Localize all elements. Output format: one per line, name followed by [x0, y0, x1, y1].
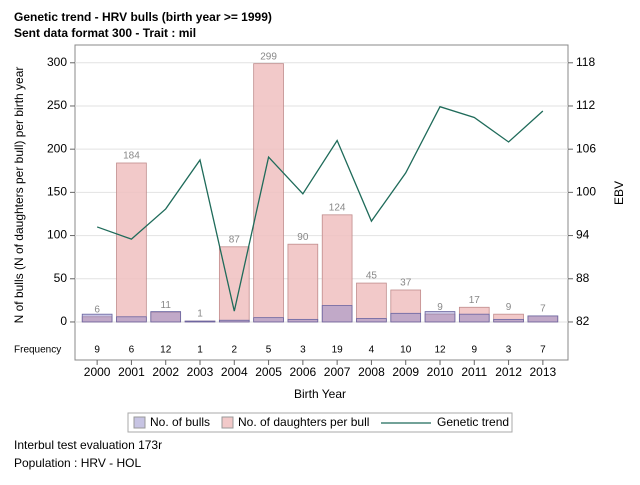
- x-tick-label: 2000: [84, 365, 111, 379]
- value-label: 299: [260, 51, 277, 62]
- bulls-bar: [287, 318, 319, 323]
- y-tick-label: 150: [47, 185, 67, 199]
- legend-swatch: [133, 416, 146, 429]
- bulls-bar: [81, 313, 113, 323]
- legend-frame: [127, 412, 513, 433]
- legend-label: No. of bulls: [150, 415, 210, 429]
- x-tick-label: 2009: [392, 365, 419, 379]
- legend-label: Genetic trend: [437, 415, 509, 429]
- y-tick-label: 200: [47, 141, 67, 155]
- value-label: 1: [197, 309, 203, 320]
- y-tick-label: 300: [47, 55, 67, 69]
- frequency-value: 12: [160, 345, 172, 356]
- legend-label: No. of daughters per bull: [238, 415, 369, 429]
- bulls-bar: [150, 311, 182, 323]
- bulls-bar: [493, 318, 524, 323]
- trend-line: [96, 105, 544, 312]
- note: Population : HRV - HOL: [14, 456, 141, 470]
- value-label: 87: [229, 234, 241, 245]
- y-axis-label: N of bulls (N of daughters per bull) per…: [12, 67, 26, 324]
- daughters-bar: [116, 162, 147, 323]
- x-tick-label: 2013: [530, 365, 557, 379]
- x-tick-label: 2011: [461, 365, 487, 379]
- y2-tick-label: 118: [576, 55, 595, 69]
- daughters-bar: [321, 214, 353, 323]
- daughters-bar: [287, 243, 319, 323]
- legend-swatch: [221, 416, 234, 429]
- chart-subtitle: Sent data format 300 - Trait : mil: [14, 26, 196, 40]
- x-tick-label: 2001: [118, 365, 145, 379]
- value-label: 184: [123, 151, 140, 162]
- frequency-value: 12: [434, 345, 446, 356]
- daughters-bar: [356, 282, 387, 323]
- bulls-bar: [390, 312, 422, 323]
- frequency-value: 9: [472, 345, 478, 356]
- bulls-bar: [321, 305, 353, 323]
- x-axis-label: Birth Year: [294, 387, 346, 401]
- x-tick-label: 2007: [324, 365, 351, 379]
- frequency-value: 9: [94, 345, 100, 356]
- frequency-value: 6: [129, 345, 135, 356]
- y2-tick-label: 106: [576, 141, 596, 155]
- value-label: 37: [400, 278, 412, 289]
- frequency-value: 3: [300, 345, 306, 356]
- note: Interbul test evaluation 173r: [14, 438, 162, 452]
- value-label: 7: [540, 304, 546, 315]
- bulls-bar: [527, 315, 559, 323]
- y2-tick-label: 112: [576, 98, 595, 112]
- value-label: 90: [297, 232, 309, 243]
- value-label: 17: [469, 295, 481, 306]
- bulls-bar: [116, 316, 147, 323]
- bulls-bar: [356, 318, 387, 323]
- y-tick-label: 250: [47, 98, 67, 112]
- value-label: 9: [437, 302, 443, 313]
- y-tick-label: 50: [54, 271, 68, 285]
- frequency-value: 1: [197, 345, 203, 356]
- x-tick-label: 2002: [152, 365, 179, 379]
- chart-title: Genetic trend - HRV bulls (birth year >=…: [14, 10, 272, 24]
- frequency-value: 4: [369, 345, 375, 356]
- y-tick-label: 100: [47, 228, 67, 242]
- bulls-bar: [424, 311, 456, 323]
- frequency-value: 5: [266, 345, 272, 356]
- y2-tick-label: 100: [576, 185, 596, 199]
- x-tick-label: 2010: [427, 365, 454, 379]
- y2-tick-label: 82: [576, 314, 590, 328]
- value-label: 9: [506, 302, 512, 313]
- bulls-bar: [458, 313, 490, 323]
- frequency-value: 3: [506, 345, 512, 356]
- x-tick-label: 2012: [495, 365, 522, 379]
- daughters-bar: [253, 63, 284, 323]
- bulls-bar: [253, 317, 284, 323]
- value-label: 6: [94, 304, 100, 315]
- value-label: 45: [366, 271, 378, 282]
- y2-tick-label: 88: [576, 271, 590, 285]
- frequency-value: 10: [400, 345, 412, 356]
- bulls-bar: [184, 320, 216, 323]
- frequency-value: 19: [332, 345, 344, 356]
- y2-tick-label: 94: [576, 228, 590, 242]
- bulls-bar: [218, 319, 250, 323]
- x-tick-label: 2005: [255, 365, 282, 379]
- plot-frame: [74, 44, 569, 361]
- x-tick-label: 2003: [187, 365, 214, 379]
- x-tick-label: 2006: [290, 365, 317, 379]
- value-label: 11: [161, 300, 172, 311]
- y2-axis-label: EBV: [612, 181, 626, 205]
- frequency-value: 2: [232, 345, 238, 356]
- x-tick-label: 2008: [358, 365, 385, 379]
- y-tick-label: 0: [60, 314, 67, 328]
- frequency-label: Frequency: [14, 345, 61, 356]
- x-tick-label: 2004: [221, 365, 248, 379]
- value-label: 124: [329, 202, 346, 213]
- frequency-value: 7: [540, 345, 546, 356]
